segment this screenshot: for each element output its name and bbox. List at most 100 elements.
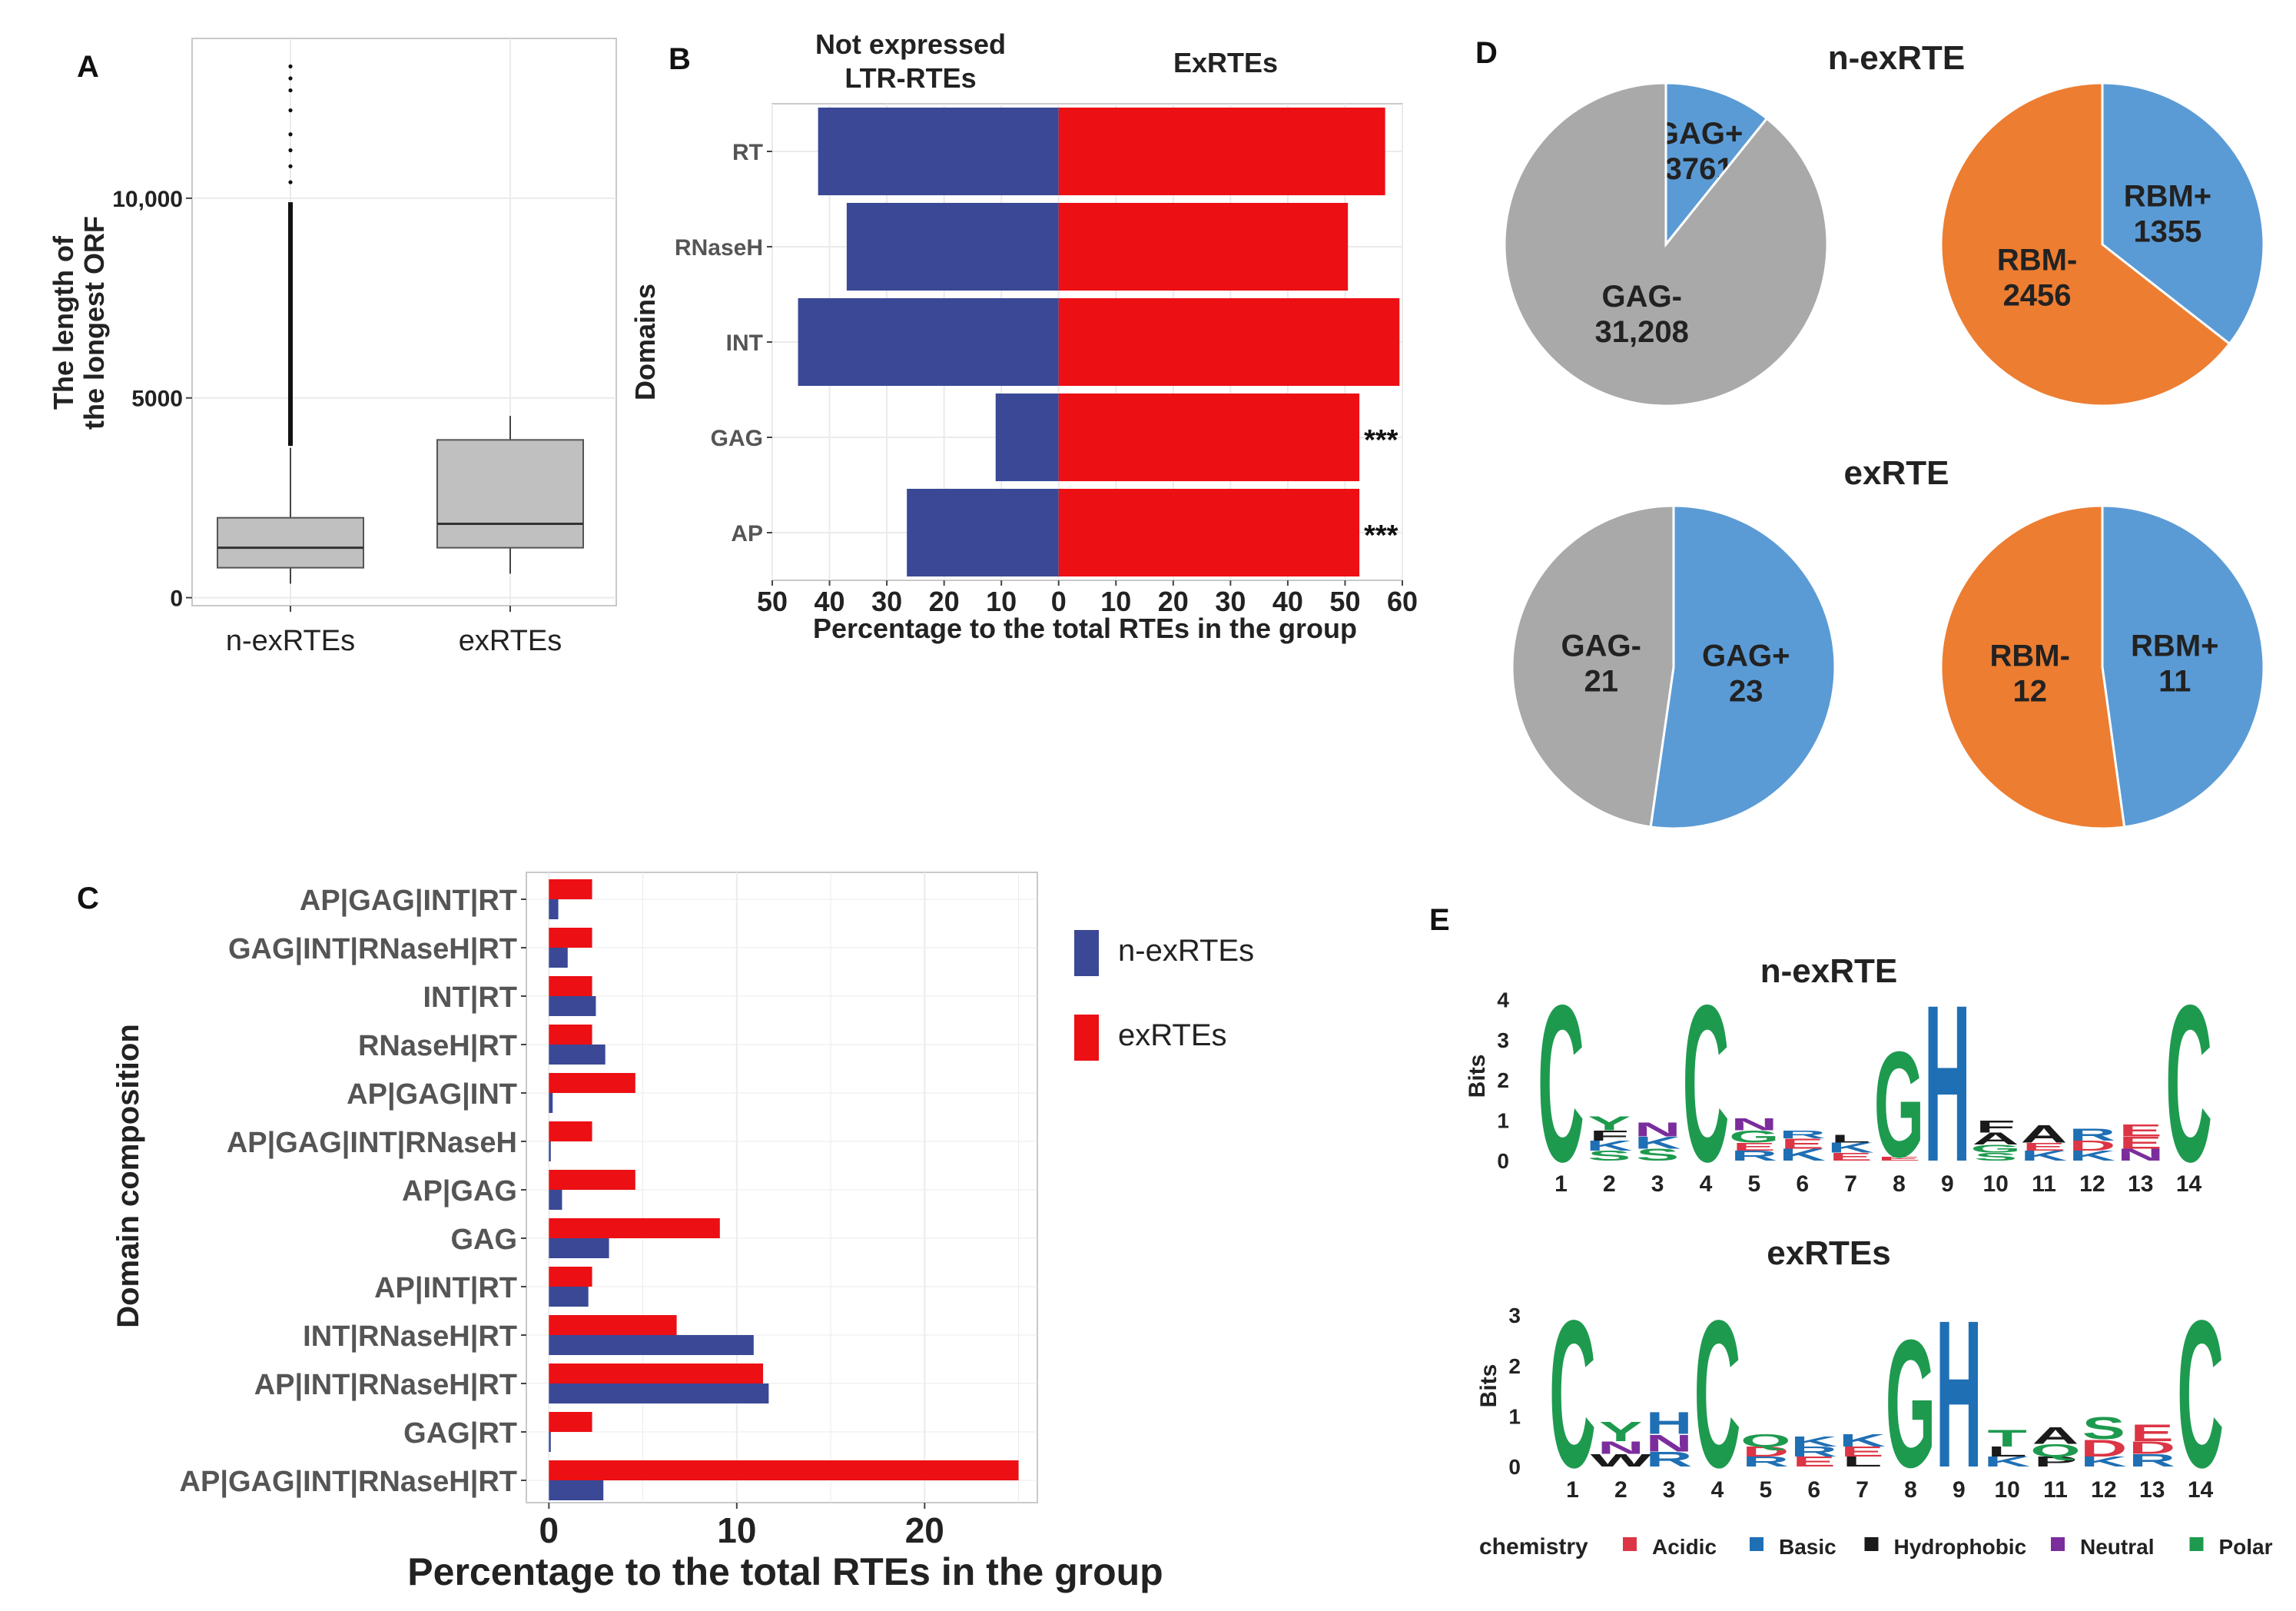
panel-e-logo-letter: S [2082,1410,2125,1446]
panel-e-position-label: 11 [2043,1477,2068,1503]
panel-a-outlier [288,76,293,81]
panel-e-position-label: 3 [1651,1171,1664,1197]
panel-e-logo-letter: K [2069,1148,2116,1164]
panel-e-logo-letter: K [2021,1148,2068,1164]
panel-b-right-title: ExRTEs [1173,47,1278,78]
panel-letter-a: A [77,50,99,84]
svg-text:R: R [2069,1125,2115,1144]
panel-e-legend-swatch [2189,1537,2204,1551]
panel-e-logo-letter: K [1827,1140,1874,1155]
panel-letter-c: C [77,882,99,915]
svg-text:K: K [2069,1148,2116,1164]
panel-a-outlier [288,164,293,168]
panel-e-logo-letter: A [1973,1130,2019,1149]
panel-e-logo-letter: R [1646,1448,1693,1472]
panel-e-logo-letter: E [1877,1155,1920,1161]
svg-text:F: F [1590,1128,1629,1143]
panel-e-logo-letter: K [1779,1145,1826,1164]
panel-b-ytick-label: RT [732,140,763,165]
panel-c-bar-ex [549,1170,635,1190]
panel-c-bar-nex [549,899,559,919]
panel-e-position-label: 9 [1941,1171,1954,1197]
panel-b-bar-right-RT [1058,107,1385,196]
panel-e-position-label: 3 [1663,1477,1676,1503]
panel-e-logo-letter: E [1830,1151,1873,1163]
panel-e-ytick-label: 4 [1497,988,1509,1011]
svg-text:C: C [1694,1277,1741,1511]
panel-e-logo-letter: A [2032,1422,2079,1450]
panel-c-ytick-label: INT|RT [423,982,518,1014]
panel-e-logo-letter: R [1742,1454,1789,1470]
panel-e-logo-letter: Q [1740,1430,1790,1450]
panel-a-outlier-band [288,202,293,447]
panel-e-logo-letter: E [2119,1121,2162,1141]
panel-c-ytick-label: GAG|RT [403,1417,517,1450]
svg-text:K: K [2080,1454,2127,1470]
panel-e-position-label: 13 [2139,1477,2165,1503]
svg-text:Q: Q [2030,1441,2080,1461]
panel-b-bar-left-INT [798,297,1059,387]
panel-e-ytick-label: 1 [1497,1109,1509,1133]
panel-e-logo-letter: E [1733,1141,1776,1153]
panel-e-logo-letter: E [2131,1420,2174,1447]
panel-c-bar-ex [549,1025,592,1045]
panel-b-ytick-label: INT [726,331,763,356]
svg-text:G: G [1886,1301,1936,1505]
svg-text:A: A [2032,1422,2079,1450]
panel-c-ytick-label: INT|RNaseH|RT [303,1320,517,1353]
panel-b-xtick-label: 60 [1387,586,1418,617]
panel-a-outlier [288,180,293,184]
panel-e-logo-letter: N [2117,1145,2164,1164]
panel-e-y-axis-label: Bits [1465,1055,1490,1098]
svg-text:R: R [1779,1128,1826,1141]
svg-text:R: R [1731,1148,1778,1164]
svg-text:K: K [2021,1148,2068,1164]
panel-b-bar-left-RT [818,107,1059,196]
svg-text:E: E [2119,1134,2162,1153]
panel-b-ytick-label: AP [731,521,763,546]
svg-text:W: W [1591,1451,1653,1471]
svg-text:D: D [2069,1138,2116,1153]
panel-c-bar-nex [549,1190,562,1210]
panel-e-logo-letter: K [1984,1454,2031,1470]
panel-b-ytick-label: RNaseH [675,235,763,261]
panel-d-pie-slice [2101,504,2265,829]
panel-e-position-label: 14 [2176,1171,2202,1197]
panel-e-logo-letter: Q [2030,1441,2080,1461]
svg-text:G: G [1874,1021,1924,1190]
panel-a-outlier [288,88,293,93]
svg-text:C: C [1549,1277,1596,1511]
panel-b-xtick-label: 50 [757,586,788,617]
panel-b-xtick-label: 50 [1329,586,1360,617]
panel-b-xtick-label: 40 [815,586,845,617]
panel-e-logo-letter: G [1886,1301,1936,1505]
panel-e-logo-letter: D [2069,1138,2116,1153]
svg-text:N: N [1598,1438,1644,1458]
svg-text:D: D [1742,1443,1789,1459]
svg-text:R: R [1790,1443,1837,1459]
panel-c-legend-swatch [1074,930,1099,976]
panel-e-position-label: 4 [1711,1477,1724,1503]
panel-e-logo-letter: K [1839,1430,1886,1450]
panel-c-bar-ex [549,1073,635,1093]
panel-c-bar-nex [549,1045,606,1065]
panel-c-bar-nex [549,1383,769,1403]
panel-e-position-label: 12 [2091,1477,2116,1503]
svg-text:E: E [2119,1121,2162,1141]
panel-d-slice-label: GAG-31,208 [1595,280,1689,349]
svg-text:E: E [1733,1141,1776,1153]
panel-c-ytick-label: GAG|INT|RNaseH|RT [228,933,517,965]
panel-e-position-label: 12 [2079,1171,2105,1197]
svg-text:K: K [1827,1140,1874,1155]
panel-e-logo-letter: H [1936,1277,1982,1511]
svg-text:K: K [1790,1433,1837,1449]
svg-text:K: K [1634,1134,1681,1153]
panel-e-position-label: 6 [1807,1477,1820,1503]
panel-a-outlier [288,64,293,68]
panel-c-y-axis-label: Domain composition [111,1024,145,1328]
panel-e-position-label: 1 [1566,1477,1579,1503]
panel-e-logo-letter: Y [1599,1416,1642,1447]
panel-e-logo-letter: E [1841,1443,1884,1459]
panel-e-position-label: 7 [1856,1477,1869,1503]
panel-e-logo-title: exRTEs [1767,1234,1890,1272]
